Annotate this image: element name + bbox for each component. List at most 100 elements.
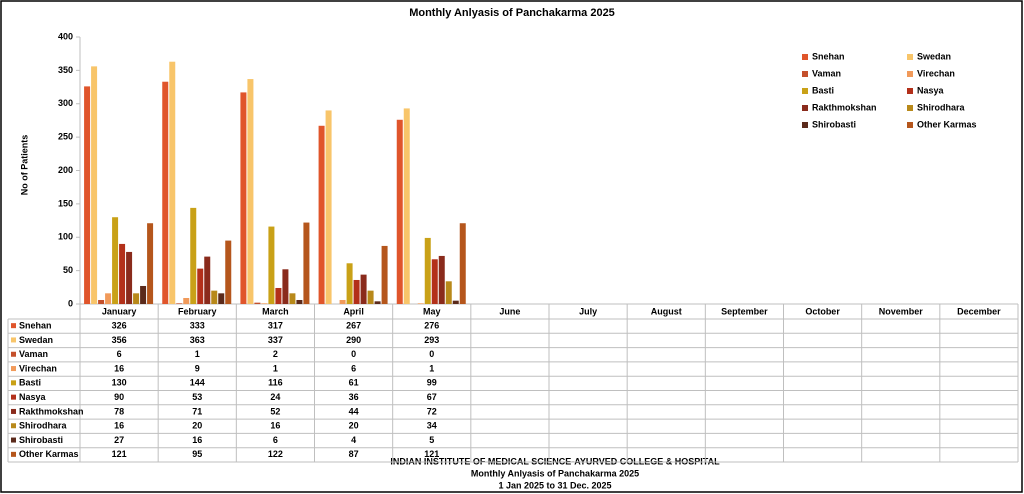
table-row-label: Snehan — [19, 321, 52, 331]
bar — [431, 259, 438, 304]
table-cell: 16 — [114, 363, 124, 373]
x-tick-label: January — [102, 306, 137, 316]
table-cell: 72 — [427, 406, 437, 416]
x-tick-label: August — [651, 306, 682, 316]
table-cell: 2 — [273, 349, 278, 359]
y-tick-label: 50 — [63, 265, 73, 275]
table-cell: 317 — [268, 321, 283, 331]
table-legend-key — [11, 408, 16, 414]
y-tick-label: 0 — [68, 298, 73, 308]
bar — [211, 290, 218, 304]
legend-key — [907, 122, 913, 128]
legend-key — [802, 105, 808, 111]
table-cell: 24 — [270, 392, 280, 402]
legend-key — [802, 71, 808, 77]
table-cell: 36 — [349, 392, 359, 402]
table-legend-key — [11, 451, 16, 457]
legend-label: Rakthmokshan — [812, 102, 877, 112]
table-cell: 6 — [117, 349, 122, 359]
table-cell: 333 — [190, 321, 205, 331]
legend-label: Virechan — [917, 68, 955, 78]
bar — [339, 299, 346, 304]
table-cell: 337 — [268, 335, 283, 345]
table-cell: 276 — [424, 321, 439, 331]
table-cell: 52 — [270, 406, 280, 416]
table-cell: 0 — [351, 349, 356, 359]
table-cell: 78 — [114, 406, 124, 416]
table-cell: 87 — [349, 449, 359, 459]
bar — [424, 237, 431, 304]
table-cell: 293 — [424, 335, 439, 345]
table-cell: 116 — [268, 378, 283, 388]
table-legend-key — [11, 366, 16, 372]
y-tick-label: 250 — [58, 132, 73, 142]
y-tick-label: 150 — [58, 198, 73, 208]
table-cell: 16 — [114, 421, 124, 431]
footer-line: Monthly Anlyasis of Panchakarma 2025 — [471, 468, 639, 478]
bar — [268, 226, 275, 304]
legend-key — [907, 71, 913, 77]
bar — [147, 223, 154, 304]
bar — [126, 251, 133, 304]
legend-label: Nasya — [917, 85, 945, 95]
table-cell: 6 — [273, 435, 278, 445]
table-cell: 356 — [112, 335, 127, 345]
legend-label: Shirodhara — [917, 102, 966, 112]
bar — [438, 255, 445, 304]
table-cell: 67 — [427, 392, 437, 402]
table-cell: 1 — [429, 363, 434, 373]
legend-key — [907, 105, 913, 111]
bar — [112, 217, 119, 304]
x-tick-label: October — [805, 306, 840, 316]
table-cell: 363 — [190, 335, 205, 345]
bar — [360, 274, 367, 304]
bar — [254, 302, 261, 304]
table-cell: 53 — [192, 392, 202, 402]
y-tick-label: 300 — [58, 98, 73, 108]
table-cell: 122 — [268, 449, 283, 459]
legend-label: Vaman — [812, 68, 841, 78]
table-row-label: Vaman — [19, 349, 48, 359]
bar — [105, 293, 112, 304]
bar — [119, 243, 126, 304]
bar — [318, 125, 325, 304]
table-row-label: Nasya — [19, 392, 47, 402]
x-tick-label: June — [499, 306, 520, 316]
bar — [445, 281, 452, 304]
table-cell: 9 — [195, 363, 200, 373]
y-tick-label: 200 — [58, 165, 73, 175]
table-legend-key — [11, 380, 16, 386]
table-cell: 95 — [192, 449, 202, 459]
table-cell: 121 — [112, 449, 127, 459]
x-tick-label: November — [879, 306, 924, 316]
table-cell: 44 — [349, 406, 359, 416]
bar — [282, 269, 289, 304]
table-row-label: Other Karmas — [19, 449, 79, 459]
bar — [289, 293, 296, 304]
table-cell: 6 — [351, 363, 356, 373]
table-cell: 99 — [427, 378, 437, 388]
legend-label: Shirobasti — [812, 119, 856, 129]
table-cell: 267 — [346, 321, 361, 331]
table-cell: 5 — [429, 435, 434, 445]
table-cell: 20 — [349, 421, 359, 431]
bar — [183, 297, 190, 304]
table-cell: 16 — [270, 421, 280, 431]
table-legend-key — [11, 323, 16, 329]
y-tick-label: 350 — [58, 65, 73, 75]
table-legend-key — [11, 423, 16, 429]
table-cell: 0 — [429, 349, 434, 359]
table-row-label: Shirobasti — [19, 435, 63, 445]
table-cell: 130 — [112, 378, 127, 388]
bar — [367, 290, 374, 304]
bar — [240, 92, 247, 304]
footer-line: INDIAN INSTITUTE OF MEDICAL SCIENCE-AYUR… — [390, 456, 720, 466]
table-cell: 290 — [346, 335, 361, 345]
table-cell: 61 — [349, 378, 359, 388]
bar — [91, 66, 98, 305]
bar — [417, 303, 424, 304]
bar — [204, 256, 211, 304]
bar — [176, 303, 183, 304]
x-tick-label: April — [343, 306, 364, 316]
bar — [452, 300, 459, 304]
